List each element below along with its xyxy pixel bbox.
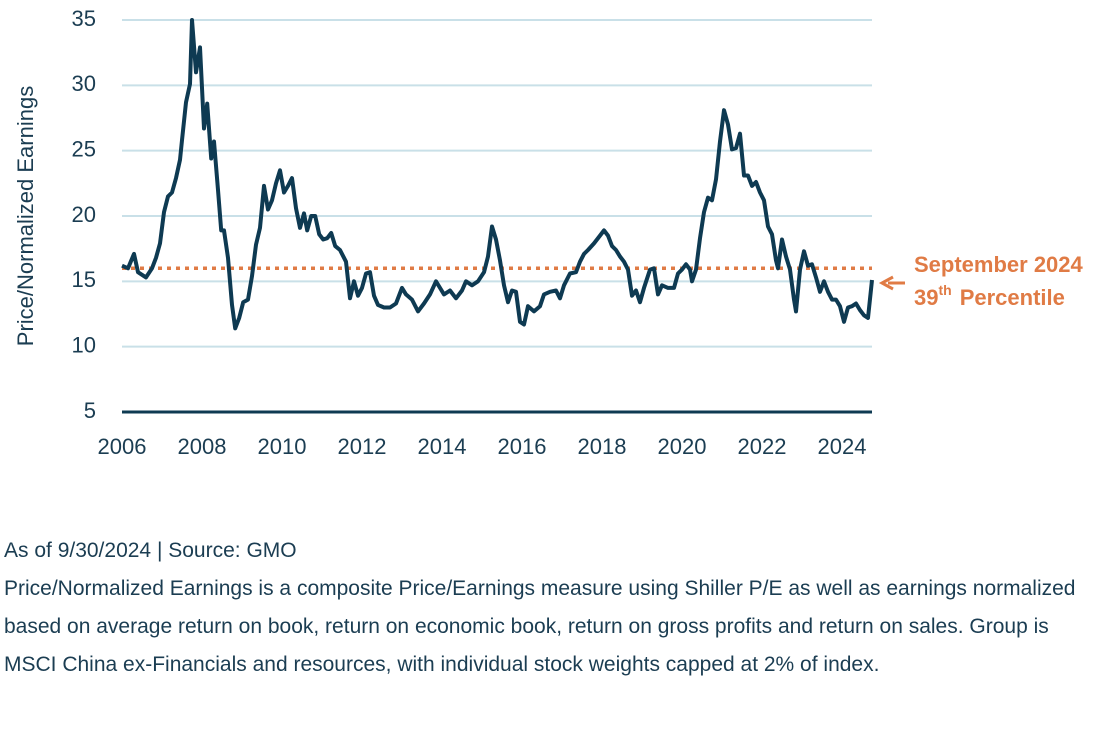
y-tick-label: 10 <box>72 332 96 357</box>
x-tick-label: 2022 <box>738 434 787 459</box>
x-tick-label: 2008 <box>178 434 227 459</box>
y-tick-label: 15 <box>72 267 96 292</box>
y-axis-label: Price/Normalized Earnings <box>13 86 38 346</box>
x-tick-label: 2010 <box>258 434 307 459</box>
x-tick-label: 2006 <box>98 434 147 459</box>
x-tick-label: 2024 <box>818 434 867 459</box>
rank-number: 39 <box>914 285 938 310</box>
y-tick-label: 30 <box>72 71 96 96</box>
footer: As of 9/30/2024 | Source: GMO Price/Norm… <box>4 532 1104 684</box>
annotation-arrow <box>878 275 905 291</box>
annotation-rank: 39th Percentile <box>914 282 1065 310</box>
chart: Price/Normalized Earnings 5 10 15 20 25 30 35 2… <box>13 6 1084 459</box>
y-tick-label: 35 <box>72 6 96 31</box>
x-tick-label: 2014 <box>418 434 467 459</box>
note: Price/Normalized Earnings is a composite… <box>4 577 1076 676</box>
rank-label: Percentile <box>960 285 1065 310</box>
x-tick-label: 2016 <box>498 434 547 459</box>
rank-suffix: th <box>938 282 951 298</box>
x-tick-label: 2020 <box>658 434 707 459</box>
x-tick-label: 2018 <box>578 434 627 459</box>
y-tick-label: 25 <box>72 136 96 161</box>
x-tick-label: 2012 <box>338 434 387 459</box>
y-tick-label: 20 <box>72 202 96 227</box>
source: As of 9/30/2024 | Source: GMO <box>4 539 297 562</box>
data-line <box>121 18 874 331</box>
annotation-date: September 2024 <box>914 252 1084 277</box>
y-tick-label: 5 <box>84 398 96 423</box>
